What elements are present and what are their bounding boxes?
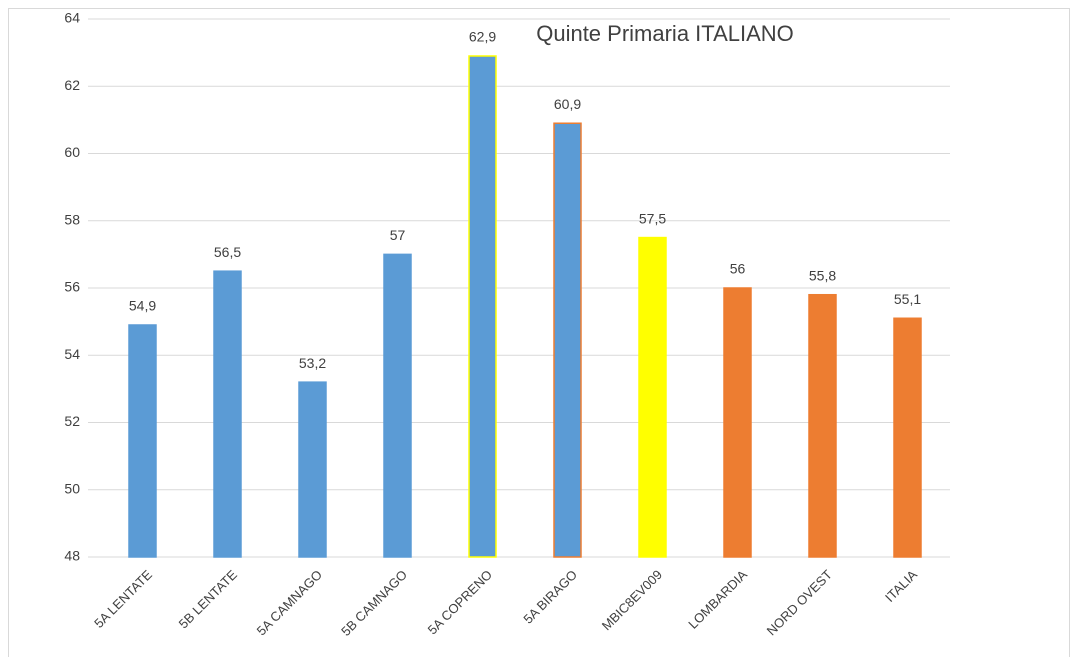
x-tick-label: LOMBARDIA [685, 567, 750, 632]
chart-frame [8, 8, 1070, 657]
bar [638, 236, 667, 558]
data-label: 55,1 [894, 291, 921, 307]
y-tick-label: 54 [64, 346, 80, 362]
bar [128, 324, 157, 558]
bar [723, 287, 752, 558]
y-tick-label: 62 [64, 77, 80, 93]
y-tick-label: 56 [64, 279, 80, 295]
chart-title: Quinte Primaria ITALIANO [536, 21, 794, 46]
x-tick-label: 5A LENTATE [91, 567, 155, 631]
bar [553, 122, 582, 558]
bar [468, 55, 497, 558]
x-tick-label: 5B CAMNAGO [338, 567, 410, 639]
x-tick-label: ITALIA [882, 567, 920, 605]
data-label: 54,9 [129, 298, 156, 314]
data-label: 60,9 [554, 96, 581, 112]
data-label: 56 [730, 261, 746, 277]
bar [213, 270, 242, 558]
x-tick-label: 5A CAMNAGO [254, 567, 325, 638]
y-tick-label: 58 [64, 211, 80, 227]
data-label: 53,2 [299, 355, 326, 371]
bar [808, 293, 837, 558]
x-tick-label: 5B LENTATE [176, 567, 241, 632]
y-tick-label: 60 [64, 144, 80, 160]
y-tick-label: 64 [64, 10, 80, 26]
bar [893, 317, 922, 558]
y-tick-label: 48 [64, 548, 80, 564]
y-tick-label: 52 [64, 413, 80, 429]
x-tick-label: 5A BIRAGO [520, 567, 580, 627]
x-tick-label: NORD OVEST [764, 567, 835, 638]
x-tick-label: 5A COPRENO [425, 567, 495, 637]
bar [383, 253, 412, 558]
data-label: 56,5 [214, 244, 241, 260]
bar [298, 381, 327, 558]
data-label: 62,9 [469, 29, 496, 45]
data-label: 55,8 [809, 267, 836, 283]
data-label: 57 [390, 227, 406, 243]
y-tick-label: 50 [64, 480, 80, 496]
x-tick-label: MBIC8EV009 [599, 567, 665, 633]
data-label: 57,5 [639, 210, 666, 226]
